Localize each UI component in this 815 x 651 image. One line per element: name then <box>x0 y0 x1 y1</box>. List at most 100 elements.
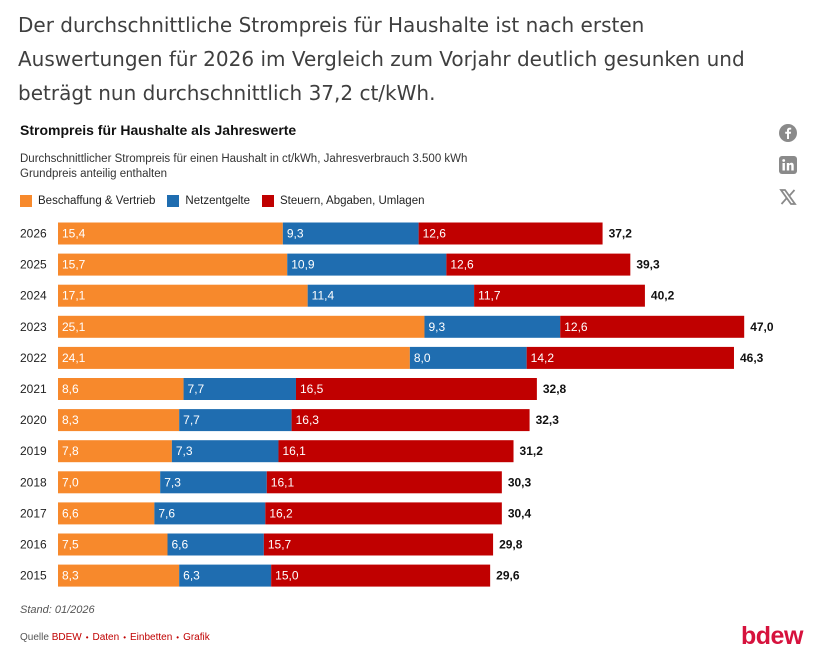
linkedin-icon[interactable] <box>778 155 798 175</box>
bar-segment-steuern[interactable] <box>526 346 734 369</box>
data-label-steuern: 16,2 <box>269 506 293 520</box>
chart-legend: Beschaffung & Vertrieb Netzentgelte Steu… <box>20 195 437 207</box>
data-label-beschaffung: 15,7 <box>62 258 86 272</box>
total-label: 37,2 <box>609 227 633 241</box>
bar-segment-netzentgelte[interactable] <box>307 284 475 307</box>
data-label-netzentgelte: 8,0 <box>414 351 431 365</box>
bar-segment-netzentgelte[interactable] <box>409 346 527 369</box>
bar-segment-steuern[interactable] <box>265 502 502 525</box>
bar-segment-beschaffung[interactable] <box>58 471 161 494</box>
total-label: 32,3 <box>536 413 560 427</box>
footer-separator: • <box>123 633 126 642</box>
data-label-netzentgelte: 7,3 <box>176 444 193 458</box>
bar-segment-netzentgelte[interactable] <box>160 471 267 494</box>
data-label-netzentgelte: 7,7 <box>188 382 205 396</box>
bar-segment-beschaffung[interactable] <box>58 502 155 525</box>
data-label-steuern: 16,1 <box>271 475 295 489</box>
data-label-steuern: 16,3 <box>296 413 320 427</box>
data-label-steuern: 11,7 <box>478 289 501 303</box>
y-tick-label: 2015 <box>20 569 47 583</box>
data-label-steuern: 15,7 <box>268 538 292 552</box>
bar-segment-steuern[interactable] <box>446 253 631 276</box>
legend-swatch-beschaffung <box>20 195 32 207</box>
bar-segment-beschaffung[interactable] <box>58 346 410 369</box>
chart-plot-area: 2026 15,4 9,3 12,6 37,2 2025 15,7 10,9 12,6 39,3 2… <box>20 222 774 587</box>
bar-segment-steuern[interactable] <box>560 315 745 338</box>
bar-segment-steuern[interactable] <box>263 533 494 556</box>
data-label-netzentgelte: 9,3 <box>428 320 445 334</box>
total-label: 46,3 <box>740 351 764 365</box>
footer-daten-link[interactable]: Daten <box>92 632 120 643</box>
bar-segment-netzentgelte[interactable] <box>287 253 447 276</box>
legend-item-netzentgelte[interactable]: Netzentgelte <box>167 195 250 207</box>
bar-segment-steuern[interactable] <box>278 440 514 463</box>
data-label-steuern: 12,6 <box>423 227 447 241</box>
bar-segment-beschaffung[interactable] <box>58 440 172 463</box>
bar-segment-steuern[interactable] <box>295 378 537 400</box>
bar-segment-netzentgelte[interactable] <box>179 409 292 432</box>
bar-segment-steuern[interactable] <box>271 564 491 587</box>
y-tick-label: 2022 <box>20 351 47 365</box>
data-label-beschaffung: 15,4 <box>62 227 86 241</box>
y-tick-label: 2021 <box>20 382 47 396</box>
y-tick-label: 2016 <box>20 538 47 552</box>
y-tick-label: 2018 <box>20 475 47 489</box>
bar-segment-netzentgelte[interactable] <box>424 315 561 338</box>
bar-segment-netzentgelte[interactable] <box>282 222 419 245</box>
bdew-logo: bdew <box>741 622 803 650</box>
footer-grafik-link[interactable]: Grafik <box>183 632 210 643</box>
data-label-beschaffung: 24,1 <box>62 351 86 365</box>
data-label-steuern: 12,6 <box>450 258 474 272</box>
legend-item-steuern[interactable]: Steuern, Abgaben, Umlagen <box>262 195 425 207</box>
data-label-steuern: 14,2 <box>531 351 555 365</box>
data-label-beschaffung: 6,6 <box>62 506 79 520</box>
bar-segment-netzentgelte[interactable] <box>179 564 272 587</box>
bar-segment-beschaffung[interactable] <box>58 564 180 587</box>
data-label-netzentgelte: 11,4 <box>312 289 335 303</box>
data-label-steuern: 12,6 <box>564 320 588 334</box>
data-label-netzentgelte: 6,6 <box>172 538 189 552</box>
y-tick-label: 2023 <box>20 320 47 334</box>
data-label-beschaffung: 7,5 <box>62 538 79 552</box>
x-icon[interactable] <box>778 187 798 207</box>
total-label: 31,2 <box>520 444 544 458</box>
data-label-netzentgelte: 10,9 <box>291 258 315 272</box>
y-tick-label: 2017 <box>20 506 47 520</box>
y-tick-label: 2020 <box>20 413 47 427</box>
bar-segment-beschaffung[interactable] <box>58 253 288 276</box>
legend-label-netzentgelte: Netzentgelte <box>185 195 250 207</box>
bar-segment-beschaffung[interactable] <box>58 409 180 432</box>
data-label-netzentgelte: 9,3 <box>287 227 304 241</box>
footer-stand: Stand: 01/2026 <box>20 604 95 616</box>
footer-source-link[interactable]: BDEW <box>51 632 82 643</box>
facebook-icon[interactable] <box>778 123 798 143</box>
bar-segment-beschaffung[interactable] <box>58 284 308 307</box>
bar-segment-steuern[interactable] <box>266 471 502 494</box>
bar-segment-steuern[interactable] <box>291 409 530 432</box>
bar-segment-beschaffung[interactable] <box>58 378 184 400</box>
bar-segment-beschaffung[interactable] <box>58 315 425 338</box>
legend-label-beschaffung: Beschaffung & Vertrieb <box>38 195 156 207</box>
chart-title: Strompreis für Haushalte als Jahreswerte <box>20 122 297 138</box>
total-label: 29,8 <box>499 538 523 552</box>
total-label: 30,4 <box>508 506 532 520</box>
bar-segment-netzentgelte[interactable] <box>154 502 266 525</box>
y-tick-label: 2025 <box>20 258 47 272</box>
chart-subtitle-line-2: Grundpreis anteilig enthalten <box>20 168 168 180</box>
data-label-beschaffung: 8,6 <box>62 382 79 396</box>
bar-segment-beschaffung[interactable] <box>58 222 283 245</box>
data-label-beschaffung: 7,8 <box>62 444 79 458</box>
legend-swatch-steuern <box>262 195 274 207</box>
y-tick-label: 2019 <box>20 444 47 458</box>
total-label: 29,6 <box>496 569 520 583</box>
bar-segment-beschaffung[interactable] <box>58 533 168 556</box>
bar-segment-steuern[interactable] <box>474 284 645 307</box>
chart-subtitle-line-1: Durchschnittlicher Strompreis für einen … <box>20 153 468 165</box>
bar-segment-netzentgelte[interactable] <box>171 440 279 463</box>
total-label: 32,8 <box>543 382 567 396</box>
bar-segment-steuern[interactable] <box>418 222 603 245</box>
footer-einbetten-link[interactable]: Einbetten <box>130 632 173 643</box>
legend-item-beschaffung[interactable]: Beschaffung & Vertrieb <box>20 195 155 207</box>
bar-segment-netzentgelte[interactable] <box>167 533 264 556</box>
bar-segment-netzentgelte[interactable] <box>183 378 296 400</box>
